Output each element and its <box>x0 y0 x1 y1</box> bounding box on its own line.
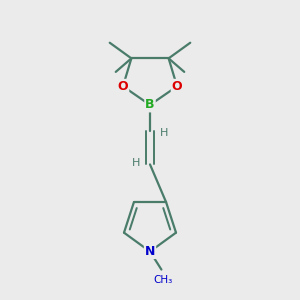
Text: O: O <box>172 80 182 93</box>
Text: H: H <box>160 128 168 138</box>
Text: CH₃: CH₃ <box>153 275 172 285</box>
Text: N: N <box>145 245 155 258</box>
Text: B: B <box>145 98 155 111</box>
Text: H: H <box>132 158 140 168</box>
Text: O: O <box>118 80 128 93</box>
